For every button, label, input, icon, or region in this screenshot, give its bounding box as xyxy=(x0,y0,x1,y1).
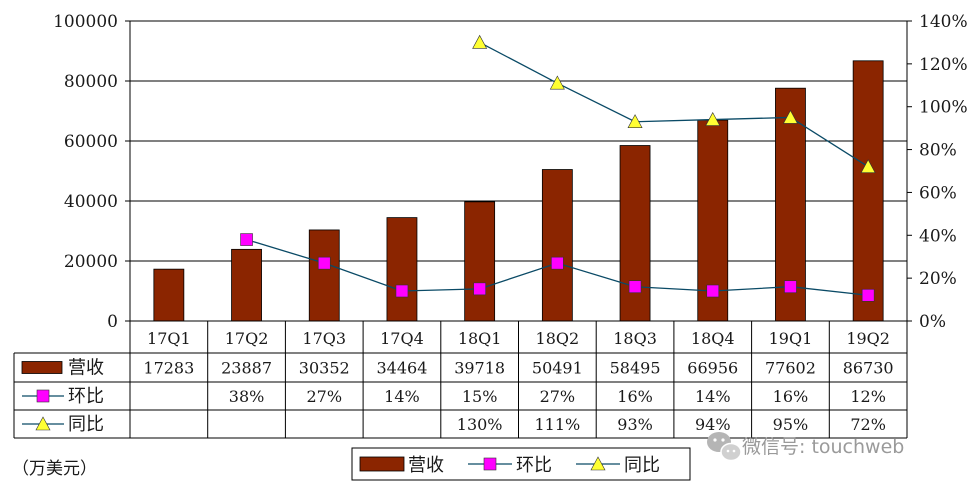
table-cell-value: 130% xyxy=(457,415,503,434)
left-tick-label: 20000 xyxy=(64,252,118,272)
huanbi-point xyxy=(706,284,720,298)
huanbi-row-key-marker xyxy=(36,389,50,403)
revenue-bar xyxy=(153,268,185,322)
x-tick-label: 17Q4 xyxy=(380,329,424,348)
table-cell-value: 14% xyxy=(695,387,731,406)
x-tick-label: 19Q2 xyxy=(846,329,890,348)
table-cell-value: 27% xyxy=(540,387,576,406)
table-cell-value: 16% xyxy=(773,387,809,406)
x-tick-label: 17Q2 xyxy=(225,329,269,348)
tongbi-point xyxy=(472,34,488,49)
legend-huanbi-marker xyxy=(483,457,497,471)
legend-huanbi-label: 环比 xyxy=(516,455,552,476)
wechat-icon xyxy=(707,432,742,462)
table-cell-value: 39718 xyxy=(454,359,505,378)
tongbi-point xyxy=(860,159,876,174)
revenue-bar xyxy=(541,169,573,322)
row-series-name: 环比 xyxy=(68,386,104,407)
revenue-bar xyxy=(619,145,651,322)
right-tick-label: 140% xyxy=(919,12,968,32)
table-cell-value: 14% xyxy=(384,387,420,406)
huanbi-point xyxy=(551,256,564,270)
watermark: 微信号: touchweb xyxy=(707,432,904,462)
left-tick-label: 60000 xyxy=(64,132,118,152)
table-cell-value: 86730 xyxy=(843,359,894,378)
huanbi-point xyxy=(861,288,875,302)
left-tick-label: 100000 xyxy=(53,12,118,32)
table-cell-value: 94% xyxy=(695,415,731,434)
right-tick-label: 120% xyxy=(919,55,968,75)
tongbi-point xyxy=(549,75,565,90)
left-tick-label: 80000 xyxy=(64,72,118,92)
legend-revenue-key xyxy=(359,456,405,472)
revenue-bar xyxy=(852,60,884,322)
table-cell-value: 93% xyxy=(617,415,653,434)
table-cell-value: 27% xyxy=(306,387,342,406)
table-cell-value: 15% xyxy=(462,387,498,406)
unit-label: （万美元） xyxy=(12,459,97,479)
table-cell-value: 17283 xyxy=(143,359,194,378)
ratio-lines xyxy=(240,34,876,302)
tongbi-point xyxy=(627,114,643,129)
huanbi-point xyxy=(395,284,409,298)
right-tick-label: 20% xyxy=(919,269,957,289)
table-cell-value: 77602 xyxy=(765,359,816,378)
table-cell-value: 23887 xyxy=(221,359,272,378)
right-tick-label: 80% xyxy=(919,141,957,161)
x-tick-label: 17Q3 xyxy=(302,329,346,348)
x-tick-label: 18Q4 xyxy=(691,329,735,348)
table-cell-value: 38% xyxy=(229,387,265,406)
table-cell-value: 34464 xyxy=(376,359,427,378)
right-tick-label: 60% xyxy=(919,183,957,203)
left-tick-label: 40000 xyxy=(64,192,118,212)
table-cell-value: 72% xyxy=(850,415,886,434)
revenue-bar xyxy=(308,229,340,322)
tongbi-point xyxy=(782,109,798,124)
table-cell-value: 30352 xyxy=(299,359,350,378)
right-tick-label: 100% xyxy=(919,98,968,118)
huanbi-point xyxy=(240,233,253,246)
huanbi-point xyxy=(628,280,642,294)
row-series-name: 同比 xyxy=(68,414,104,435)
huanbi-point xyxy=(473,282,486,296)
right-tick-label: 40% xyxy=(919,226,957,246)
table-cell-value: 50491 xyxy=(532,359,583,378)
table-cell-value: 16% xyxy=(617,387,653,406)
revenue-bars xyxy=(153,60,884,322)
tongbi-point xyxy=(705,111,721,126)
tb-series-line xyxy=(479,41,869,168)
huanbi-point xyxy=(784,280,797,294)
legend-box xyxy=(351,447,691,481)
revenue-bar xyxy=(231,248,262,322)
table-cell-value: 111% xyxy=(534,415,580,434)
legend-tongbi-label: 同比 xyxy=(624,455,660,476)
table-cell-value: 58495 xyxy=(610,359,661,378)
x-tick-label: 18Q2 xyxy=(536,329,580,348)
right-tick-label: 0% xyxy=(919,312,946,332)
x-tick-label: 17Q1 xyxy=(147,329,191,348)
legend-revenue-label: 营收 xyxy=(408,455,444,476)
revenue-row-key xyxy=(21,361,63,374)
legend: 营收 环比 同比 xyxy=(351,447,691,481)
huanbi-point xyxy=(317,256,331,270)
table-cell-value: 95% xyxy=(773,415,809,434)
x-tick-label: 18Q1 xyxy=(458,329,502,348)
legend-tongbi-marker xyxy=(590,456,606,471)
axes: 0 20000 40000 60000 80000 100000 0% 20% 40% 60% 80… xyxy=(53,12,968,332)
revenue-bar xyxy=(464,201,496,322)
table-cell-value: 12% xyxy=(850,387,886,406)
row-series-name: 营收 xyxy=(68,358,104,379)
x-tick-label: 18Q3 xyxy=(613,329,657,348)
watermark-text: 微信号: touchweb xyxy=(742,436,904,458)
table-cell-value: 66956 xyxy=(687,359,738,378)
x-tick-label: 19Q1 xyxy=(769,329,813,348)
data-table: 17Q1 17Q2 17Q3 17Q4 18Q1 18Q2 18Q3 18Q4 19Q1 19Q2… xyxy=(13,321,908,439)
left-tick-label: 0 xyxy=(107,312,118,332)
tongbi-row-key-marker xyxy=(35,416,51,431)
revenue-bar xyxy=(386,217,418,322)
